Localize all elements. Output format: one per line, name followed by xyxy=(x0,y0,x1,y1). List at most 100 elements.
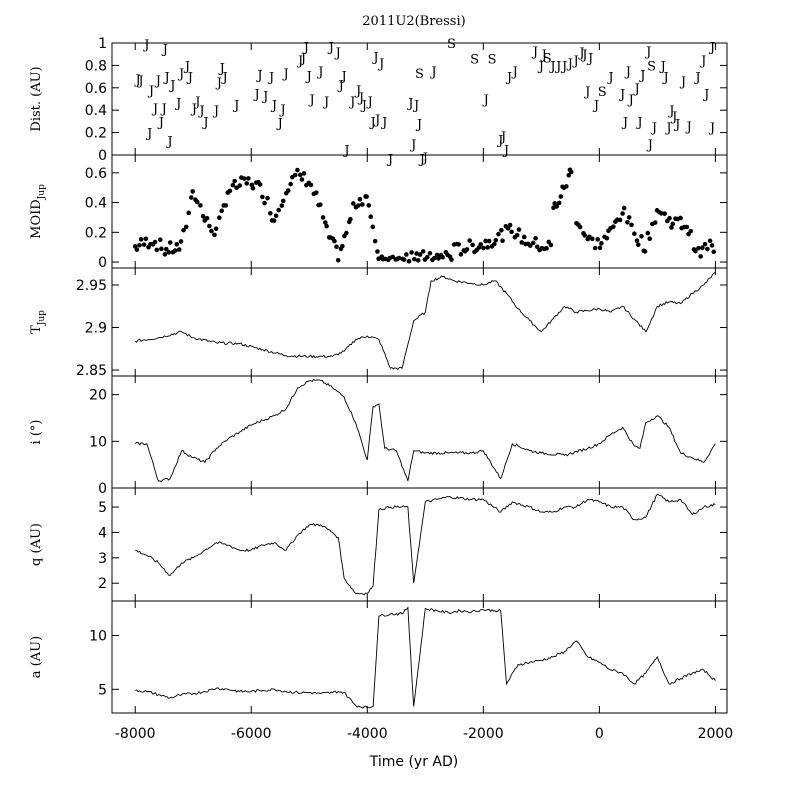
moid-point-149 xyxy=(467,238,473,243)
y-tick-label-tjup-0: 2.85 xyxy=(76,363,107,379)
dist-point-110: J xyxy=(699,54,706,69)
panel-q: 2 3 4 5 q (AU) xyxy=(29,487,728,602)
dist-point-67: S xyxy=(488,53,497,68)
y-axis-label-incl: i (°) xyxy=(29,420,44,445)
dist-point-10: J xyxy=(163,71,170,86)
moid-point-242 xyxy=(678,215,683,221)
moid-point-170 xyxy=(514,232,520,238)
dist-point-98: S xyxy=(647,59,656,74)
dist-point-108: J xyxy=(685,120,692,135)
moid-point-65 xyxy=(280,198,286,204)
dist-point-109: J xyxy=(693,71,700,86)
moid-point-43 xyxy=(230,182,236,188)
dist-point-49: J xyxy=(360,99,367,114)
moid-point-10 xyxy=(154,247,160,253)
moid-point-204 xyxy=(589,236,595,242)
moid-point-21 xyxy=(178,239,184,244)
moid-point-18 xyxy=(172,248,178,253)
y-tick-label-incl-1: 10 xyxy=(89,434,107,450)
moid-point-145 xyxy=(458,252,464,257)
panel-frame-incl xyxy=(111,375,728,489)
dist-point-11: J xyxy=(165,134,172,149)
dist-point-59: J xyxy=(412,99,419,114)
dist-point-16: J xyxy=(186,71,193,86)
moid-point-57 xyxy=(262,200,267,206)
dist-point-85: J xyxy=(586,52,593,67)
moid-point-208 xyxy=(599,241,604,246)
dist-point-77: S xyxy=(543,52,552,67)
moid-point-58 xyxy=(265,195,270,201)
moid-point-30 xyxy=(200,213,206,219)
dist-point-90: J xyxy=(618,87,625,102)
panel-moid: 0 0.2 0.4 0.6 MOIDJup xyxy=(29,154,728,271)
moid-point-162 xyxy=(496,231,501,237)
dist-point-102: J xyxy=(661,71,668,86)
y-tick-label-a-1: 10 xyxy=(89,628,107,644)
moid-point-101 xyxy=(360,202,365,207)
dist-point-7: J xyxy=(157,115,164,130)
moid-point-49 xyxy=(244,181,250,186)
moid-point-237 xyxy=(667,215,672,221)
dist-point-6: J xyxy=(154,74,161,89)
moid-point-89 xyxy=(334,244,339,250)
moid-point-231 xyxy=(652,220,658,225)
dist-point-91: J xyxy=(621,115,628,130)
dist-point-44: J xyxy=(339,69,346,84)
moid-point-9 xyxy=(152,239,158,245)
moid-point-3 xyxy=(138,237,144,242)
dist-point-37: J xyxy=(305,69,312,84)
moid-point-157 xyxy=(485,245,490,250)
moid-point-154 xyxy=(478,242,484,247)
dist-point-84: J xyxy=(580,48,587,63)
moid-point-122 xyxy=(406,258,412,264)
panel-a: 5 10 a (AU) xyxy=(29,600,728,714)
y-tick-label-q-2: 4 xyxy=(98,525,107,541)
series-line-a xyxy=(135,606,716,709)
y-tick-label-moid-1: 0.2 xyxy=(85,225,107,241)
moid-point-160 xyxy=(492,241,497,247)
series-line-incl xyxy=(134,378,716,483)
moid-point-150 xyxy=(470,242,475,248)
moid-point-50 xyxy=(246,176,251,181)
dist-point-30: J xyxy=(270,99,277,114)
dist-point-100: J xyxy=(650,121,657,136)
y-tick-label-dist-2: 0.4 xyxy=(85,103,107,119)
moid-point-252 xyxy=(700,245,705,251)
moid-point-34 xyxy=(209,228,214,234)
moid-point-108 xyxy=(375,249,380,254)
moid-point-14 xyxy=(163,246,169,252)
dist-point-28: J xyxy=(261,90,268,105)
dist-point-95: J xyxy=(635,115,642,130)
moid-point-123 xyxy=(409,250,414,255)
panel-frame-a xyxy=(111,600,728,714)
moid-point-118 xyxy=(396,255,402,261)
moid-point-48 xyxy=(241,176,247,181)
dist-point-54: J xyxy=(377,57,384,72)
moid-point-135 xyxy=(436,256,441,261)
moid-point-219 xyxy=(625,220,630,225)
dist-point-26: J xyxy=(252,87,259,102)
moid-point-125 xyxy=(414,251,419,256)
dist-point-87: J xyxy=(592,99,599,114)
dist-point-4: J xyxy=(147,84,154,99)
dist-point-82: J xyxy=(572,54,579,69)
dist-point-24: J xyxy=(221,71,228,86)
dist-point-3: J xyxy=(145,127,152,142)
dist-point-13: J xyxy=(174,96,181,111)
dist-point-55: J xyxy=(380,115,387,130)
dist-point-31: J xyxy=(276,117,283,132)
dist-point-60: J xyxy=(415,118,422,133)
dist-point-68: J xyxy=(482,93,489,108)
x-axis: -8000 -6000 -4000 -2000 0 2000 xyxy=(115,726,733,742)
moid-point-220 xyxy=(626,215,632,220)
moid-point-126 xyxy=(415,258,421,263)
moid-point-179 xyxy=(534,244,540,250)
moid-point-44 xyxy=(232,178,237,184)
dist-point-64: J xyxy=(429,65,436,80)
dist-point-8: J xyxy=(160,102,167,117)
dist-point-51: J xyxy=(368,115,375,130)
moid-point-38 xyxy=(219,208,224,214)
moid-point-250 xyxy=(696,245,701,251)
y-axis-label-main-moid: MOID xyxy=(29,199,44,239)
panel-frame-moid xyxy=(111,154,728,269)
